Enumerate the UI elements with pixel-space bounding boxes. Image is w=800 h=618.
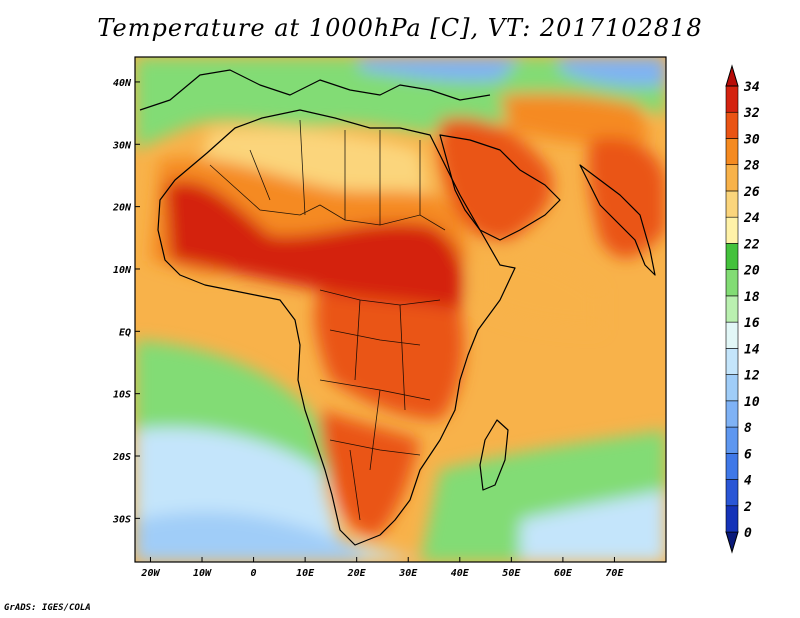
lat-tick-label: 10S <box>113 390 131 401</box>
colorbar-segment <box>725 269 739 297</box>
lon-tick-label: 70E <box>605 568 624 579</box>
lat-tick-label: 30S <box>112 514 131 525</box>
lat-tick-label: 20S <box>112 452 131 463</box>
colorbar-level-label: 14 <box>744 342 760 357</box>
central-africa-hot <box>314 290 464 420</box>
arabian-sea-yellow <box>470 250 600 330</box>
colorbar-segment <box>725 426 739 454</box>
europe-coastline <box>139 69 491 111</box>
colorbar-level-label: 30 <box>743 132 760 147</box>
colorbar-level-label: 0 <box>744 526 752 541</box>
lon-tick-label: 20E <box>347 568 367 579</box>
southern-africa-hot <box>319 410 420 536</box>
south-atlantic-colder <box>135 511 360 562</box>
colorbar-segment <box>725 374 739 402</box>
colorbar-level-label: 12 <box>744 369 760 384</box>
longitude-axis: 20W 10W 0 10E 20E 30E 40E 50E 60E 70E <box>140 557 624 579</box>
colorbar-segment <box>725 190 739 218</box>
plot-frame <box>134 56 667 563</box>
india-coastline <box>579 164 656 276</box>
colorbar-level-label: 8 <box>744 421 752 436</box>
lat-tick-label: 40N <box>113 78 132 89</box>
colorbar-level-label: 34 <box>743 80 760 95</box>
colorbar-level-label: 4 <box>744 474 752 489</box>
colorbar-level-label: 2 <box>743 500 752 515</box>
colorbar-level-label: 10 <box>744 395 760 410</box>
coastlines <box>139 69 656 546</box>
colorbar-level-label: 6 <box>744 447 752 462</box>
south-indian-cold <box>520 490 666 562</box>
colorbar-segment <box>725 85 739 113</box>
lat-tick-label: 30N <box>112 140 132 151</box>
country-borders <box>209 119 446 521</box>
map-title: Temperature at 1000hPa [C], VT: 20171028… <box>97 14 703 42</box>
mediterranean <box>135 57 666 150</box>
colorbar-segment <box>725 295 739 323</box>
border-lines-4 <box>349 299 406 521</box>
lon-tick-label: 10W <box>193 568 212 579</box>
lon-tick-label: 0 <box>251 568 257 579</box>
colorbar-segment <box>725 138 739 166</box>
lon-tick-label: 10E <box>296 568 315 579</box>
colorbar-segment <box>725 164 739 192</box>
india-hot <box>588 137 666 259</box>
lat-tick-label: EQ <box>119 327 131 338</box>
colorbar-low-arrow <box>725 531 739 554</box>
colorbar-high-arrow <box>725 64 739 87</box>
lon-tick-label: 60E <box>554 568 573 579</box>
latitude-axis: 40N 30N 20N 10N EQ 10S 20S 30S <box>112 78 140 525</box>
lat-tick-label: 10N <box>113 265 132 276</box>
temperature-field <box>135 57 666 562</box>
lat-tick-label: 20N <box>112 203 132 214</box>
colorbar-segment <box>725 243 739 270</box>
colorbar-level-label: 20 <box>743 264 760 279</box>
colorbar-level-label: 22 <box>743 237 760 252</box>
lon-tick-label: 30E <box>398 568 418 579</box>
sahel-hot <box>165 181 464 313</box>
colorbar-segment <box>725 321 739 349</box>
lon-tick-label: 20W <box>140 568 160 579</box>
black-sea-cool <box>360 57 520 82</box>
lon-tick-label: 50E <box>502 568 521 579</box>
colorbar-segment <box>725 111 739 139</box>
africa-coastline <box>157 109 516 546</box>
lon-tick-label: 40E <box>451 568 470 579</box>
caspian-cool <box>560 57 666 87</box>
colorbar-level-label: 28 <box>743 159 760 174</box>
colorbar-level-label: 26 <box>743 185 760 200</box>
border-lines-3 <box>319 289 441 456</box>
colorbar-segment <box>725 216 739 244</box>
madagascar-coastline <box>479 419 509 491</box>
colorbar-level-label: 32 <box>743 106 760 121</box>
colorbar-level-label: 16 <box>744 316 760 331</box>
border-lines-1 <box>209 164 446 231</box>
colorbar-segment <box>725 400 739 428</box>
colorbar-level-label: 24 <box>743 211 760 226</box>
colorbar-level-label: 18 <box>744 290 760 305</box>
iran-hot <box>500 93 650 145</box>
colorbar-segment <box>725 479 739 507</box>
arabia-coastline <box>439 134 561 241</box>
border-lines-2 <box>249 119 421 225</box>
arabia-hot <box>438 117 553 241</box>
colorbar-segment <box>725 505 739 533</box>
colorbar-segment <box>725 348 739 375</box>
grads-credit: GrADS: IGES/COLA <box>4 603 91 613</box>
colorbar-segment <box>725 452 739 480</box>
